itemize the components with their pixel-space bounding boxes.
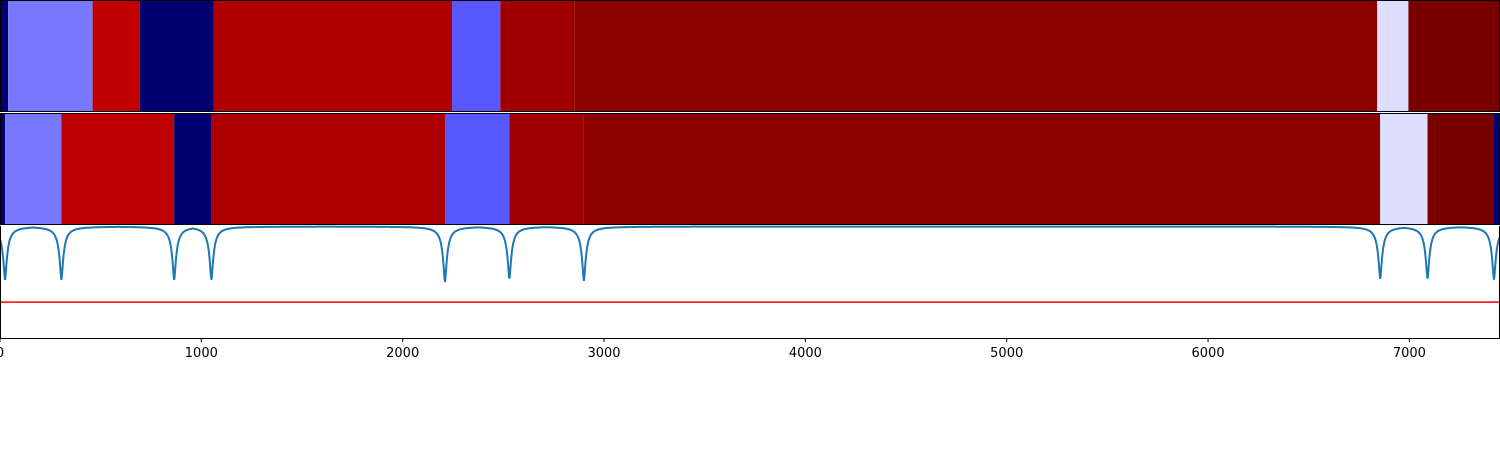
heatmap-segment: [583, 113, 1381, 225]
heatmap-segment: [139, 0, 214, 112]
heatmap-segment: [61, 113, 175, 225]
heatmap-segment: [1408, 0, 1500, 112]
heatmap-segment: [1427, 113, 1494, 225]
heatmap-segment: [500, 0, 575, 112]
heatmap-strip-bottom: [0, 113, 1500, 225]
line-panel: 0 1000 2000 3000 4000 5000 6000 7000: [0, 225, 1500, 361]
x-tick-label: 2000: [386, 346, 419, 361]
x-tick-label: 4000: [789, 346, 822, 361]
x-tick-label: 5000: [990, 346, 1023, 361]
x-tick-label: 7000: [1393, 346, 1426, 361]
heatmap-segment: [5, 113, 62, 225]
heatmap-segment: [1377, 0, 1409, 112]
heatmap-segment: [509, 113, 584, 225]
x-tick-label: 0: [0, 346, 4, 361]
heatmap-segment: [0, 113, 6, 225]
x-tick-label: 6000: [1192, 346, 1225, 361]
heatmap-segment: [213, 0, 453, 112]
heatmap-segment: [1493, 113, 1500, 225]
heatmap-segment: [444, 113, 510, 225]
x-tick-label: 3000: [587, 346, 620, 361]
heatmap-strip-top: [0, 0, 1500, 112]
heatmap-segment: [92, 0, 140, 112]
heatmap-segment: [211, 113, 445, 225]
heatmap-segment: [0, 0, 9, 112]
heatmap-segment: [452, 0, 501, 112]
series-line: [0, 225, 1500, 283]
x-tick-label: 1000: [185, 346, 218, 361]
heatmap-segment: [8, 0, 93, 112]
heatmap-segment: [1380, 113, 1428, 225]
heatmap-segment: [574, 0, 1378, 112]
heatmap-segment: [174, 113, 212, 225]
